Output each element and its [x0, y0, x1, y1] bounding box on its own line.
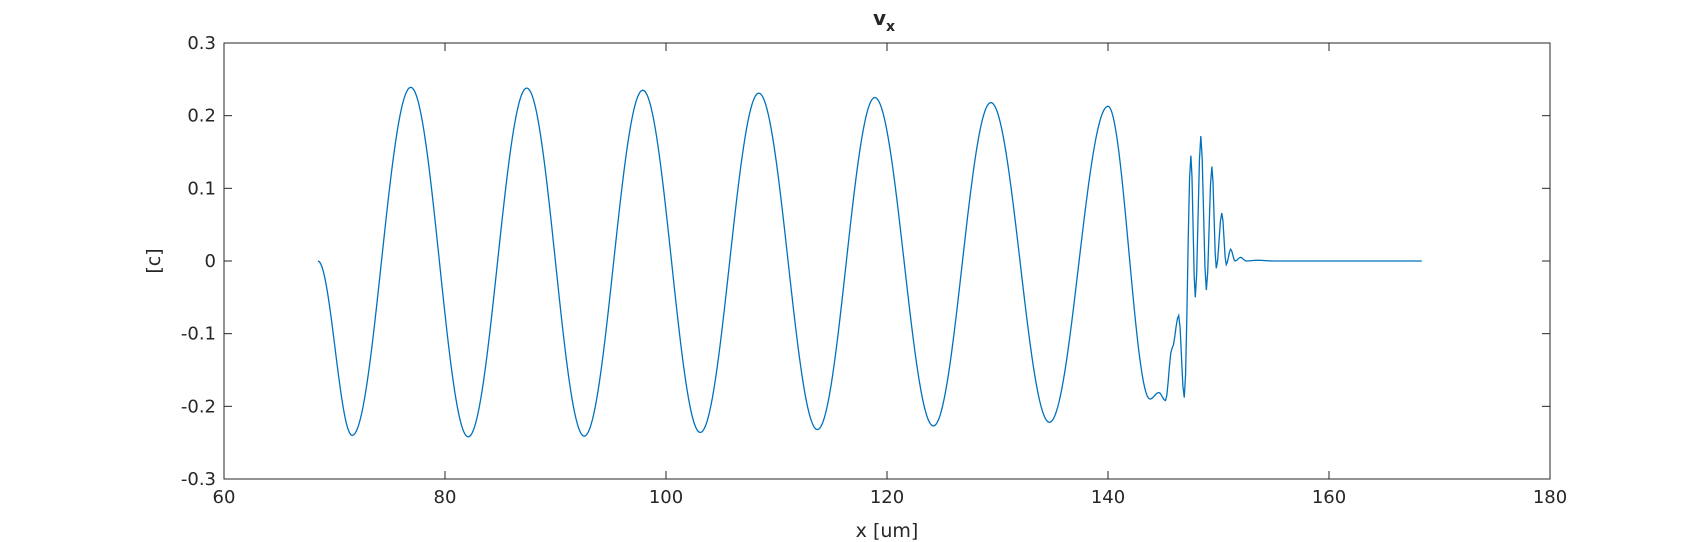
- tick-marks: [223, 42, 1551, 480]
- chart-title-subscript: x: [886, 19, 895, 35]
- y-axis-label: [c]: [143, 248, 165, 273]
- chart-title-main: v: [873, 6, 886, 30]
- y-tick-label: -0.1: [181, 324, 216, 345]
- x-tick-label: 60: [213, 487, 236, 508]
- data-series-line: [317, 86, 1422, 438]
- chart-title: vx: [873, 6, 895, 35]
- y-tick-label: 0: [205, 251, 216, 272]
- y-tick-label: 0.3: [187, 33, 216, 54]
- x-tick-label: 80: [434, 487, 457, 508]
- x-tick-label: 120: [870, 487, 904, 508]
- x-tick-labels: 60 80 100 120 140 160 180: [213, 487, 1568, 508]
- x-axis-label: x [um]: [856, 520, 919, 542]
- x-tick-label: 140: [1091, 487, 1125, 508]
- x-tick-label: 100: [649, 487, 683, 508]
- y-tick-label: -0.2: [181, 396, 216, 417]
- y-tick-label: -0.3: [181, 469, 216, 490]
- x-tick-label: 160: [1312, 487, 1346, 508]
- y-tick-label: 0.1: [187, 178, 216, 199]
- x-tick-label: 180: [1533, 487, 1567, 508]
- axes-box: [223, 42, 1551, 480]
- y-tick-label: 0.2: [187, 106, 216, 127]
- y-tick-labels: -0.3 -0.2 -0.1 0 0.1 0.2 0.3: [181, 33, 216, 490]
